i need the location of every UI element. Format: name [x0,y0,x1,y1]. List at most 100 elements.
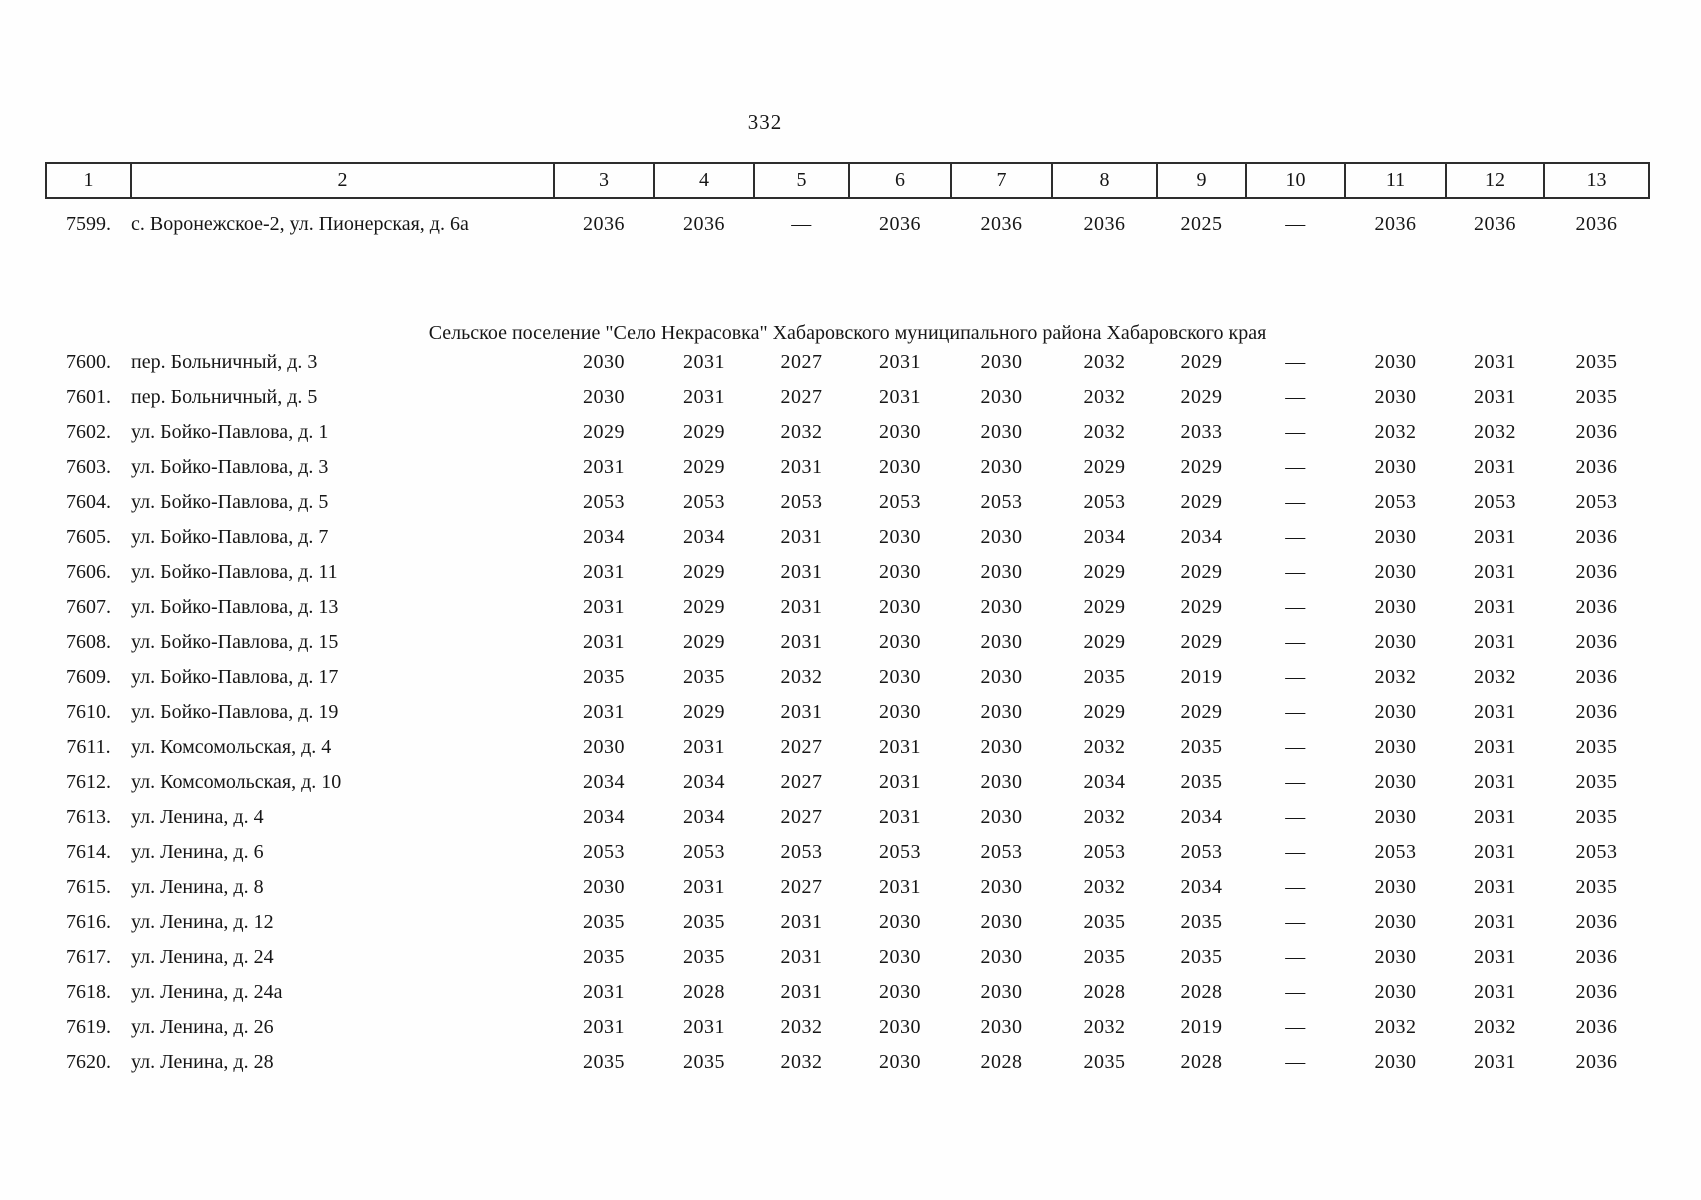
address-cell: ул. Ленина, д. 26 [131,1016,274,1038]
year-cell: 2034 [683,526,725,548]
year-cell: 2034 [583,771,625,793]
table-row: 7605. ул. Бойко-Павлова, д. 7 2034 2034 2031… [46,520,1649,555]
year-cell: 2027 [780,386,823,408]
year-cell: 2035 [1180,771,1223,793]
year-cell: 2053 [1083,491,1126,513]
table-row: 7615. ул. Ленина, д. 8 2030 2031 2027 2031 203… [46,870,1649,905]
dash-cell: — [1285,876,1306,898]
year-cell: 2031 [583,1016,625,1038]
column-header-4: 4 [653,162,755,199]
year-cell: 2031 [1474,596,1516,618]
year-cell: 2030 [1374,981,1417,1003]
year-cell: 2029 [1083,701,1126,723]
year-cell: 2032 [1474,1016,1516,1038]
year-cell: 2031 [1474,736,1516,758]
year-cell: 2034 [1180,526,1223,548]
year-cell: 2027 [780,351,823,373]
address-cell: ул. Бойко-Павлова, д. 19 [131,701,339,723]
year-cell: 2036 [1575,701,1618,723]
year-cell: 2030 [980,911,1023,933]
dash-cell: — [1285,351,1306,373]
year-cell: 2032 [1083,1016,1126,1038]
year-cell: 2030 [583,736,625,758]
row-number-cell: 7610. [66,701,111,723]
year-cell: 2030 [980,946,1023,968]
year-cell: 2027 [780,771,823,793]
row-number-cell: 7602. [66,421,111,443]
dash-cell: — [1285,561,1306,583]
row-number-cell: 7612. [66,771,111,793]
year-cell: 2031 [780,596,823,618]
year-cell: 2029 [1180,631,1223,653]
column-header-10: 10 [1245,162,1346,199]
address-cell: ул. Бойко-Павлова, д. 5 [131,491,329,513]
year-cell: 2031 [879,386,921,408]
year-cell: 2034 [583,526,625,548]
year-cell: 2031 [879,806,921,828]
year-cell: 2035 [683,946,725,968]
row-number-cell: 7607. [66,596,111,618]
year-cell: 2031 [1474,841,1516,863]
row-number-cell: 7601. [66,386,111,408]
year-cell: 2031 [683,1016,725,1038]
year-cell: 2035 [1083,946,1126,968]
year-cell: 2030 [583,386,625,408]
table-row: 7619. ул. Ленина, д. 26 2031 2031 2032 2030 20… [46,1010,1649,1045]
dash-cell: — [1285,456,1306,478]
dash-cell: — [1285,911,1306,933]
year-cell: 2035 [1083,1051,1126,1073]
year-cell: 2036 [1374,213,1417,235]
year-cell: 2036 [1575,421,1618,443]
year-cell: 2032 [1083,351,1126,373]
year-cell: 2030 [980,351,1023,373]
year-cell: 2035 [1083,666,1126,688]
table-row: 7599. с. Воронежское-2, ул. Пионерская, д… [46,198,1649,271]
year-cell: 2053 [683,491,725,513]
year-cell: 2031 [879,771,921,793]
address-cell: пер. Больничный, д. 5 [131,386,318,408]
year-cell: 2030 [1374,701,1417,723]
year-cell: 2027 [780,806,823,828]
table-row: 7612. ул. Комсомольская, д. 10 2034 2034 202… [46,765,1649,800]
year-cell: 2031 [683,736,725,758]
year-cell: 2030 [879,701,921,723]
year-cell: 2030 [980,701,1023,723]
year-cell: 2032 [1374,421,1417,443]
year-cell: 2053 [683,841,725,863]
table-row: 7603. ул. Бойко-Павлова, д. 3 2031 2029 2031… [46,450,1649,485]
row-number-cell: 7600. [66,351,111,373]
row-number-cell: 7606. [66,561,111,583]
row-number-cell: 7616. [66,911,111,933]
table-row: 7600. пер. Больничный, д. 3 2030 2031 2027 20… [46,345,1649,380]
row-number-cell: 7613. [66,806,111,828]
year-cell: 2029 [683,456,725,478]
row-number-cell: 7611. [66,736,111,758]
table-row: 7609. ул. Бойко-Павлова, д. 17 2035 2035 203… [46,660,1649,695]
year-cell: 2032 [1474,421,1516,443]
year-cell: 2036 [879,213,921,235]
address-cell: с. Воронежское-2, ул. Пионерская, д. 6а [131,213,469,235]
year-cell: 2019 [1180,666,1223,688]
section-row: Сельское поселение "Село Некрасовка" Хаб… [46,271,1649,345]
year-cell: 2034 [1180,806,1223,828]
year-cell: 2028 [683,981,725,1003]
row-number-cell: 7603. [66,456,111,478]
year-cell: 2031 [583,701,625,723]
table-row: 7607. ул. Бойко-Павлова, д. 13 2031 2029 203… [46,590,1649,625]
year-cell: 2030 [879,421,921,443]
year-cell: 2030 [1374,771,1417,793]
year-cell: 2031 [879,736,921,758]
year-cell: 2030 [879,911,921,933]
year-cell: 2031 [1474,1051,1516,1073]
year-cell: 2032 [1374,1016,1417,1038]
year-cell: 2031 [780,526,823,548]
row-number-cell: 7599. [66,213,111,235]
year-cell: 2032 [780,1051,823,1073]
year-cell: 2030 [1374,386,1417,408]
year-cell: 2032 [1083,421,1126,443]
year-cell: 2053 [1083,841,1126,863]
address-cell: ул. Бойко-Павлова, д. 1 [131,421,329,443]
year-cell: 2053 [1374,841,1417,863]
year-cell: 2053 [980,491,1023,513]
